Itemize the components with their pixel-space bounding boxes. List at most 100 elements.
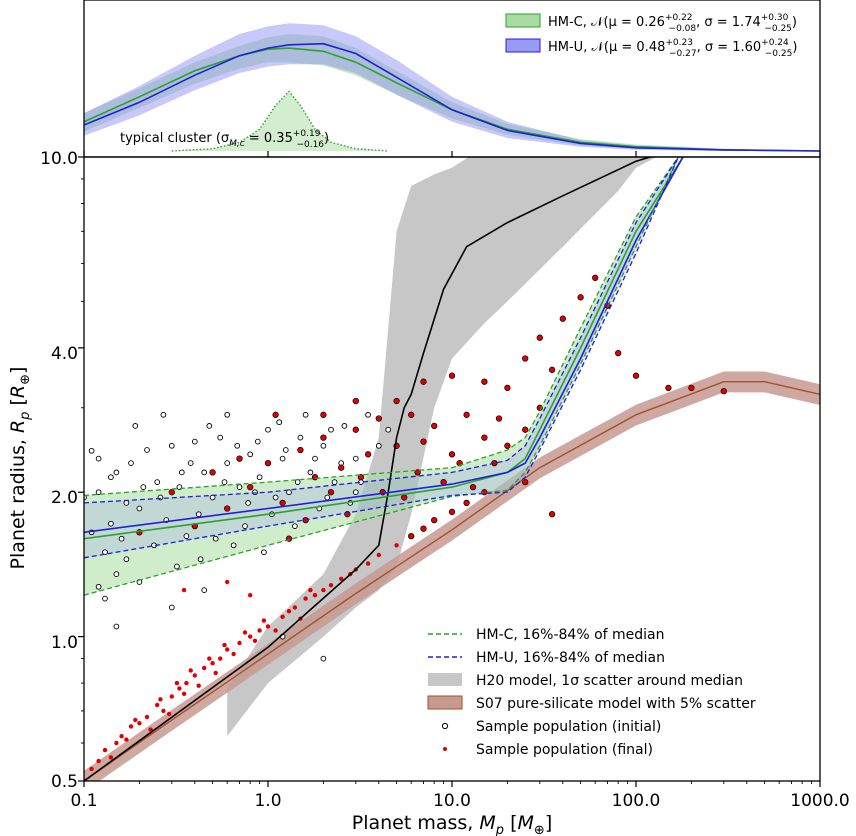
initial-point xyxy=(279,455,286,462)
initial-point xyxy=(312,455,318,462)
initial-point xyxy=(365,411,371,418)
initial-point xyxy=(236,484,243,490)
final-point xyxy=(128,724,134,729)
main-lines xyxy=(84,157,820,781)
final-point xyxy=(225,579,230,585)
top-legend: HM-C, 𝒩(μ = 0.26+0.22 −0.08, σ = 1.74+0.3… xyxy=(505,13,797,59)
s07-line xyxy=(84,381,820,781)
final-point xyxy=(504,442,511,449)
initial-point xyxy=(307,469,314,476)
final-point xyxy=(202,665,207,671)
final-point xyxy=(481,434,488,441)
initial-point xyxy=(154,479,161,485)
final-point xyxy=(394,543,399,548)
initial-point xyxy=(286,489,292,496)
final-point xyxy=(261,618,267,623)
final-point xyxy=(522,478,529,486)
final-point xyxy=(158,697,163,702)
x-tick-labels: 0.1 1.0 10.0 100.0 1000.0 xyxy=(70,791,849,811)
legend-swatch-hmu xyxy=(505,38,541,53)
initial-point xyxy=(123,556,130,563)
final-point xyxy=(504,384,511,392)
final-point xyxy=(431,516,438,524)
final-point xyxy=(448,372,456,379)
hmu-upper-dashed xyxy=(84,157,679,504)
legend-text-hmu: HM-U, 𝒩(μ = 0.48+0.23 −0.27, σ = 1.60+0.2… xyxy=(548,38,797,59)
final-point xyxy=(339,576,344,581)
final-point xyxy=(114,740,119,746)
y-tick-label: 0.5 xyxy=(51,772,78,792)
initial-point xyxy=(95,489,102,496)
initial-point xyxy=(123,500,130,506)
final-point xyxy=(297,446,304,454)
initial-point xyxy=(195,511,202,518)
legend-label: HM-U, 16%-84% of median xyxy=(476,650,665,666)
initial-point xyxy=(252,489,258,496)
x-axis-label: Planet mass, Mp [M⊕] xyxy=(352,812,553,836)
initial-point xyxy=(113,571,120,577)
final-point xyxy=(108,755,114,760)
cluster-line xyxy=(171,90,389,152)
y-tick-label: 4.0 xyxy=(51,344,78,364)
final-point xyxy=(236,455,243,462)
initial-point xyxy=(108,474,114,481)
final-point xyxy=(536,334,543,341)
final-point xyxy=(469,483,477,491)
initial-point xyxy=(201,587,208,593)
final-point xyxy=(218,656,223,661)
s07-band xyxy=(84,371,820,781)
initial-point xyxy=(247,451,254,458)
final-point xyxy=(119,734,124,739)
initial-point xyxy=(261,549,267,556)
final-point xyxy=(272,411,279,418)
initial-point xyxy=(95,455,102,462)
final-point xyxy=(265,624,271,629)
initial-point xyxy=(320,442,327,449)
final-point xyxy=(375,415,382,422)
final-point xyxy=(393,397,400,405)
final-point xyxy=(481,378,488,385)
initial-point xyxy=(328,426,334,433)
initial-point xyxy=(174,563,180,570)
final-point xyxy=(431,422,438,430)
main-points xyxy=(84,274,727,781)
final-point xyxy=(124,737,129,742)
final-point xyxy=(248,634,253,639)
final-point xyxy=(463,499,470,507)
initial-point xyxy=(324,494,331,501)
final-point xyxy=(231,651,236,657)
initial-point xyxy=(352,489,359,496)
initial-point xyxy=(292,523,298,529)
final-point xyxy=(463,411,470,418)
final-point xyxy=(292,605,298,610)
initial-point xyxy=(294,479,301,485)
final-point xyxy=(420,378,427,385)
initial-point xyxy=(108,520,114,527)
final-point xyxy=(615,349,622,357)
main-legend: HM-C, 16%-84% of median HM-U, 16%-84% of… xyxy=(427,627,756,758)
hmc-band xyxy=(84,157,679,596)
final-point xyxy=(376,552,381,558)
final-point xyxy=(207,656,212,661)
h20-median-line xyxy=(84,157,654,781)
final-point xyxy=(357,474,365,481)
initial-point xyxy=(113,623,120,630)
initial-point xyxy=(197,556,204,563)
final-point xyxy=(495,415,503,422)
initial-point xyxy=(331,479,338,485)
initial-point xyxy=(183,533,190,539)
top-marginal-bands xyxy=(84,23,820,152)
final-point xyxy=(96,758,101,764)
hmu-lower-dashed xyxy=(84,157,679,559)
final-point xyxy=(192,673,197,678)
initial-point xyxy=(144,447,150,453)
legend-label: HM-C, 16%-84% of median xyxy=(476,627,665,643)
final-point xyxy=(181,691,187,696)
final-point xyxy=(559,315,566,322)
legend-label: S07 pure-silicate model with 5% scatter xyxy=(476,696,756,712)
final-point xyxy=(414,469,421,476)
final-point xyxy=(169,694,174,699)
initial-point xyxy=(102,549,108,556)
final-point xyxy=(338,464,345,471)
